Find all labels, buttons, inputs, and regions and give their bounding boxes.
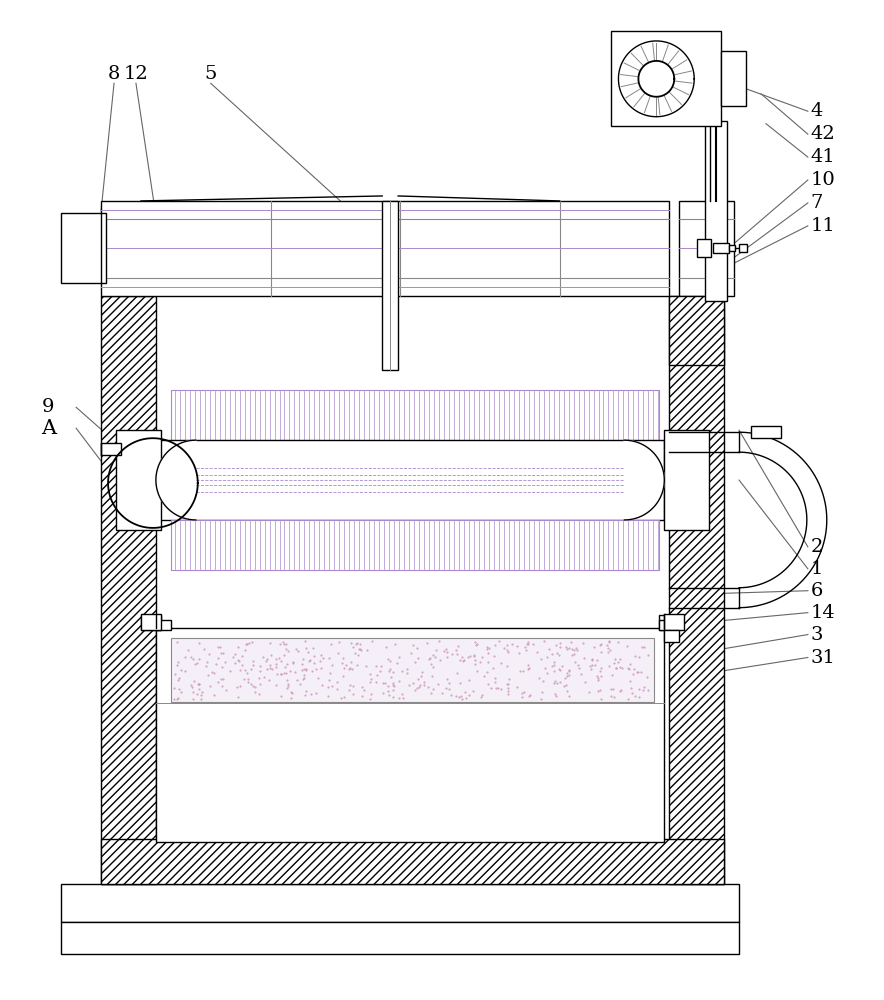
Bar <box>156 440 664 520</box>
Bar <box>61 213 106 283</box>
Bar <box>679 201 734 296</box>
Bar <box>171 638 654 702</box>
Bar <box>739 244 747 252</box>
Bar <box>101 296 156 884</box>
Bar <box>141 614 161 630</box>
Text: 3: 3 <box>811 626 823 644</box>
Text: 14: 14 <box>811 604 835 622</box>
Polygon shape <box>156 440 195 520</box>
Text: 2: 2 <box>811 538 823 556</box>
Bar <box>116 430 161 530</box>
Text: 31: 31 <box>811 649 835 667</box>
Bar <box>101 839 724 884</box>
Bar <box>669 296 724 365</box>
Bar <box>659 620 674 630</box>
Text: 4: 4 <box>811 102 823 120</box>
Bar <box>729 245 735 251</box>
Bar <box>141 615 161 630</box>
Bar <box>697 239 711 257</box>
Text: 12: 12 <box>124 65 149 83</box>
Text: 11: 11 <box>811 217 835 235</box>
Text: 10: 10 <box>811 171 835 189</box>
Bar <box>156 628 664 842</box>
Bar <box>171 520 659 570</box>
Bar <box>171 390 659 440</box>
Bar <box>382 201 398 370</box>
Bar <box>751 426 781 438</box>
Bar <box>101 201 669 296</box>
Text: 7: 7 <box>811 194 823 212</box>
Bar <box>705 121 728 301</box>
Bar <box>156 620 171 630</box>
Bar <box>669 296 724 884</box>
Bar <box>664 630 679 642</box>
Text: 9: 9 <box>42 398 55 416</box>
Bar <box>664 430 709 530</box>
Bar <box>612 31 721 126</box>
Text: 41: 41 <box>811 148 835 166</box>
Text: 1: 1 <box>811 560 823 578</box>
Bar <box>61 922 739 954</box>
Bar <box>61 884 739 922</box>
Polygon shape <box>624 440 664 520</box>
Bar <box>721 51 746 106</box>
Text: 5: 5 <box>204 65 217 83</box>
Text: 42: 42 <box>811 125 835 143</box>
Text: 6: 6 <box>811 582 823 600</box>
Bar <box>659 615 679 630</box>
Bar <box>101 443 121 455</box>
Polygon shape <box>619 41 694 117</box>
Bar <box>713 243 729 253</box>
Text: A: A <box>41 419 56 438</box>
Text: 8: 8 <box>108 65 120 83</box>
Polygon shape <box>638 61 674 97</box>
Bar <box>664 614 684 630</box>
